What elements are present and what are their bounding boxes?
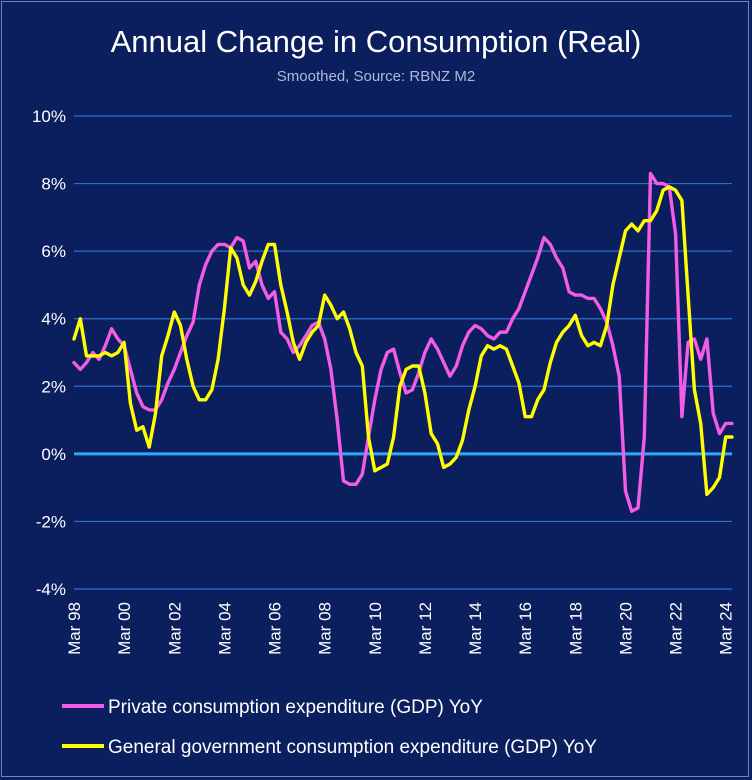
x-tick-label: Mar 14	[466, 602, 485, 655]
x-tick-label: Mar 98	[65, 602, 84, 655]
series-line-government-consumption	[72, 185, 734, 497]
y-tick-label: 6%	[41, 242, 66, 261]
y-axis: 10% 8% 6% 4% 2% 0% -2% -4%	[32, 107, 66, 599]
legend-label: Private consumption expenditure (GDP) Yo…	[108, 697, 483, 718]
x-tick-label: Mar 12	[416, 602, 435, 655]
y-tick-label: 10%	[32, 107, 66, 126]
x-tick-label: Mar 22	[667, 602, 686, 655]
y-tick-label: -4%	[36, 580, 66, 599]
x-tick-label: Mar 00	[115, 602, 134, 655]
gridlines	[74, 115, 732, 590]
y-tick-label: 8%	[41, 175, 66, 194]
x-tick-label: Mar 08	[316, 602, 335, 655]
y-tick-label: -2%	[36, 512, 66, 531]
y-tick-label: 0%	[41, 445, 66, 464]
chart-subtitle: Smoothed, Source: RBNZ M2	[277, 68, 475, 85]
chart-title: Annual Change in Consumption (Real)	[111, 24, 642, 59]
y-tick-label: 2%	[41, 377, 66, 396]
x-tick-label: Mar 06	[266, 602, 285, 655]
x-tick-label: Mar 04	[215, 602, 234, 655]
x-axis: Mar 98 Mar 00 Mar 02 Mar 04 Mar 06 Mar 08 Mar …	[65, 602, 736, 655]
legend-label: General government consumption expenditu…	[108, 737, 597, 758]
legend: Private consumption expenditure (GDP) Yo…	[62, 697, 597, 758]
x-tick-label: Mar 02	[165, 602, 184, 655]
x-tick-label: Mar 18	[566, 602, 585, 655]
x-tick-label: Mar 16	[516, 602, 535, 655]
y-tick-label: 4%	[41, 310, 66, 329]
plot-series	[72, 171, 734, 513]
x-tick-label: Mar 24	[717, 602, 736, 655]
x-tick-label: Mar 20	[616, 602, 635, 655]
x-tick-label: Mar 10	[366, 602, 385, 655]
